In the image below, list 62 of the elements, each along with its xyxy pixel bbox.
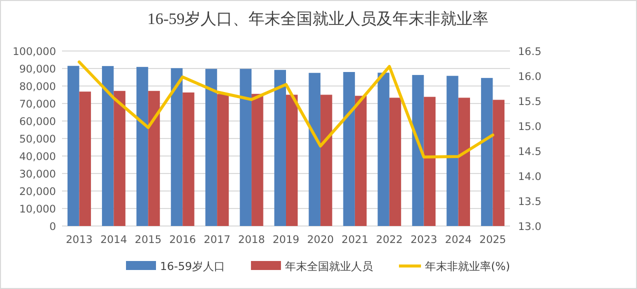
- bar: [320, 94, 332, 226]
- y-tick-label: 0: [49, 221, 56, 233]
- bar: [252, 94, 264, 226]
- x-tick-label: 2022: [376, 234, 403, 246]
- bar: [424, 96, 436, 226]
- y-tick-label: 70,000: [19, 98, 56, 110]
- bar: [182, 92, 194, 226]
- y-tick-label: 90,000: [19, 64, 56, 76]
- bar: [114, 90, 126, 226]
- bar: [354, 96, 367, 226]
- bar: [240, 68, 252, 226]
- x-tick-label: 2013: [66, 234, 93, 246]
- y-tick-label: 100,000: [12, 46, 56, 58]
- x-tick-label: 2018: [238, 234, 265, 246]
- bar: [68, 66, 80, 226]
- y-tick-label: 80,000: [19, 81, 56, 93]
- bar: [274, 70, 286, 226]
- bar: [148, 90, 160, 226]
- bar: [446, 76, 458, 226]
- y-tick-label: 60,000: [19, 116, 56, 128]
- x-tick-label: 2015: [134, 234, 162, 246]
- bar: [79, 92, 91, 226]
- y-tick-label: 10,000: [19, 204, 56, 216]
- x-tick-label: 2016: [169, 234, 196, 246]
- x-tick-label: 2014: [100, 234, 128, 246]
- legend-label: 16-59岁人口: [160, 260, 225, 273]
- chart-title: 16-59岁人口、年末全国就业人员及年末非就业率: [147, 10, 489, 28]
- x-tick-label: 2024: [444, 234, 472, 246]
- y2-tick-label: 16.5: [518, 46, 542, 58]
- legend-label: 年末非就业率(%): [424, 260, 510, 273]
- bar: [412, 74, 424, 226]
- bar: [217, 94, 229, 226]
- x-tick-label: 2017: [204, 234, 230, 246]
- x-tick-label: 2020: [307, 234, 334, 246]
- x-tick-label: 2023: [410, 234, 438, 246]
- bar: [492, 100, 504, 226]
- x-tick-label: 2025: [479, 234, 506, 246]
- bar: [286, 94, 298, 226]
- y2-tick-label: 14.0: [518, 171, 542, 183]
- y2-tick-label: 13.0: [518, 221, 542, 233]
- bar: [378, 72, 390, 226]
- bar: [170, 68, 183, 226]
- bar: [102, 66, 114, 226]
- bar: [308, 72, 320, 226]
- y2-tick-label: 16.0: [518, 71, 542, 83]
- y2-tick-label: 14.5: [518, 146, 542, 158]
- y-tick-label: 20,000: [19, 186, 56, 198]
- bar: [389, 98, 402, 226]
- bar: [136, 66, 148, 226]
- y-tick-label: 50,000: [19, 134, 56, 146]
- bar: [343, 72, 355, 226]
- bar: [458, 98, 470, 226]
- y-tick-label: 40,000: [19, 151, 56, 163]
- y2-tick-label: 15.0: [518, 121, 542, 133]
- bar: [481, 78, 493, 226]
- y2-tick-label: 13.5: [518, 196, 542, 208]
- legend-label: 年末全国就业人员: [284, 260, 373, 273]
- bar: [205, 68, 218, 226]
- x-tick-label: 2019: [272, 234, 300, 246]
- y-tick-label: 30,000: [19, 168, 56, 180]
- x-tick-label: 2021: [342, 234, 368, 246]
- y2-tick-label: 15.5: [518, 96, 542, 108]
